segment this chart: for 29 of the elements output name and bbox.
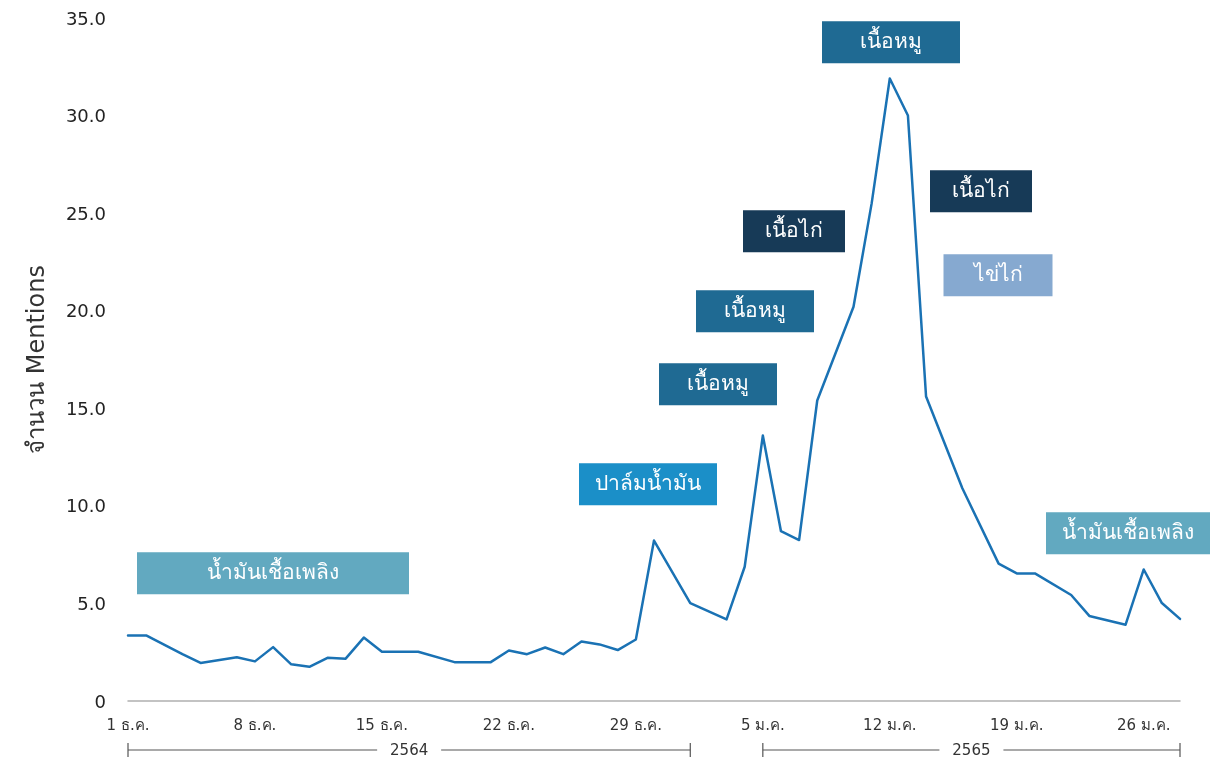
y-tick-label: 30.0 [65,105,106,127]
y-tick-label: 10.0 [65,495,106,517]
x-tick-label: 19 ม.ค. [990,715,1044,734]
label-box: เนื้อไก่ [930,170,1032,212]
text: 2565 [952,741,991,759]
label-box: น้ำมันเชื้อเพลิง [137,552,409,594]
x-tick-label: 5 ม.ค. [740,715,785,734]
y-tick-label: 5.0 [77,592,106,614]
x-tick-label: 29 ธ.ค. [609,715,663,734]
label-box: เนื้อหมู [696,290,814,332]
x-tick-label: 15 ธ.ค. [355,715,409,734]
label-box: เนื้อหมู [822,21,960,63]
label-box: ปาล์มน้ำมัน [579,463,717,505]
x-tick-label: 12 ม.ค. [863,715,917,734]
x-tick-label: 8 ธ.ค. [233,715,277,734]
y-tick-label: 20.0 [65,300,106,322]
x-tick-label: 22 ธ.ค. [482,715,536,734]
label-box: น้ำมันเชื้อเพลิง [1046,512,1210,554]
label-box: ไข่ไก่ [943,254,1053,296]
label-box: เนื้อหมู [659,363,777,405]
label-box: เนื้อไก่ [743,210,845,252]
y-axis-title: จำนวน Mentions [22,265,50,454]
y-tick-label: 0 [94,690,106,712]
x-tick-label: 26 ม.ค. [1117,715,1171,734]
y-tick-label: 25.0 [65,202,106,224]
x-tick-label: 1 ธ.ค. [106,715,150,734]
text: 2564 [390,741,429,759]
y-tick-label: 15.0 [65,397,106,419]
y-tick-label: 35.0 [65,7,106,29]
